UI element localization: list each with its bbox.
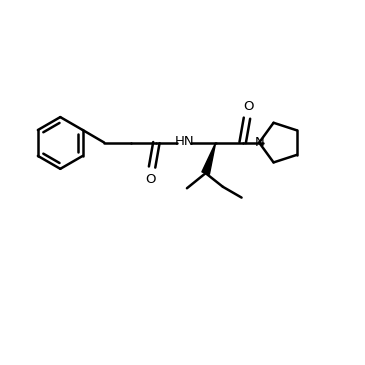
Polygon shape [202,143,216,174]
Text: N: N [254,136,264,149]
Text: HN: HN [174,135,194,149]
Text: O: O [243,100,254,113]
Text: O: O [145,173,156,186]
